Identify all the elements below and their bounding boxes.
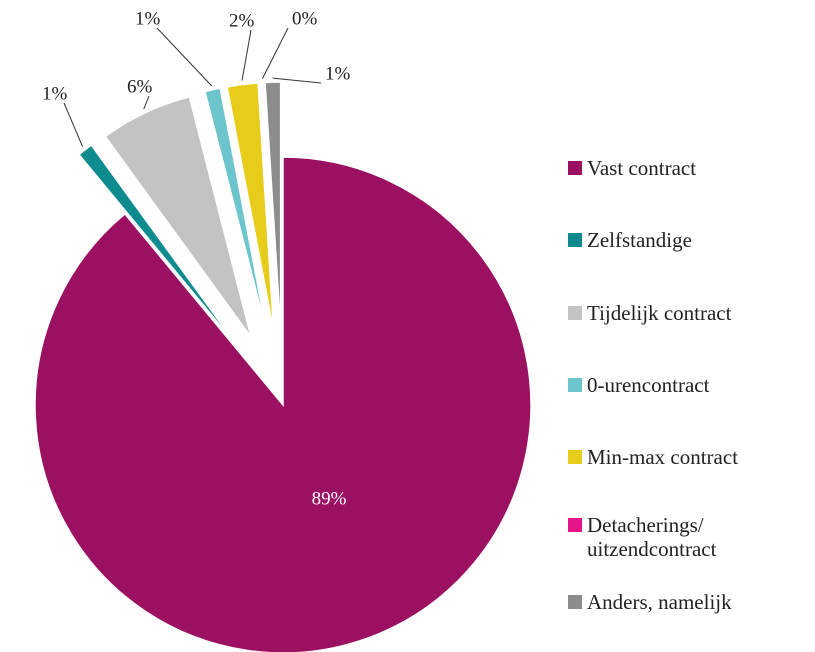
pie-slice (77, 144, 238, 347)
legend-label: Vast contract (587, 156, 697, 180)
pie-slice (34, 156, 532, 652)
legend-item: Zelfstandige (568, 228, 802, 252)
leader-line (143, 95, 150, 110)
pie-slice (261, 82, 280, 331)
leader-line (156, 27, 213, 87)
legend-swatch (568, 518, 582, 532)
legend-swatch (568, 378, 582, 392)
leader-line (63, 102, 84, 147)
data-label: 1% (135, 8, 161, 29)
pie-slice (204, 87, 268, 332)
legend-label: 0-urencontract (587, 373, 710, 397)
legend-item: 0-urencontract (568, 373, 802, 397)
legend-label: Tijdelijk contract (587, 301, 732, 325)
legend-label: Min-max contract (587, 445, 739, 469)
data-label: 6% (127, 76, 153, 97)
legend-swatch (568, 595, 582, 609)
leader-line (272, 77, 322, 84)
legend-label: Detacherings/ uitzendcontract (587, 513, 717, 561)
data-label: 2% (229, 10, 255, 31)
legend-swatch (568, 306, 582, 320)
legend-item: Detacherings/ uitzendcontract (568, 513, 802, 561)
pie-slice (104, 96, 252, 338)
legend-item: Anders, namelijk (568, 590, 802, 614)
legend-item: Tijdelijk contract (568, 301, 802, 325)
pie-slice (264, 81, 282, 331)
data-label: 1% (325, 63, 351, 84)
leader-line (262, 27, 289, 79)
legend-item: Min-max contract (568, 445, 802, 469)
data-label: 1% (42, 83, 68, 104)
legend-label: Zelfstandige (587, 228, 692, 252)
data-label: 0% (292, 8, 318, 29)
leader-line (241, 29, 252, 81)
legend-swatch (568, 161, 582, 175)
legend-item: Vast contract (568, 156, 802, 180)
data-label: 89% (312, 488, 347, 509)
legend-swatch (568, 450, 582, 464)
legend-swatch (568, 233, 582, 247)
legend-label: Anders, namelijk (587, 590, 732, 614)
pie-slice (226, 82, 275, 331)
